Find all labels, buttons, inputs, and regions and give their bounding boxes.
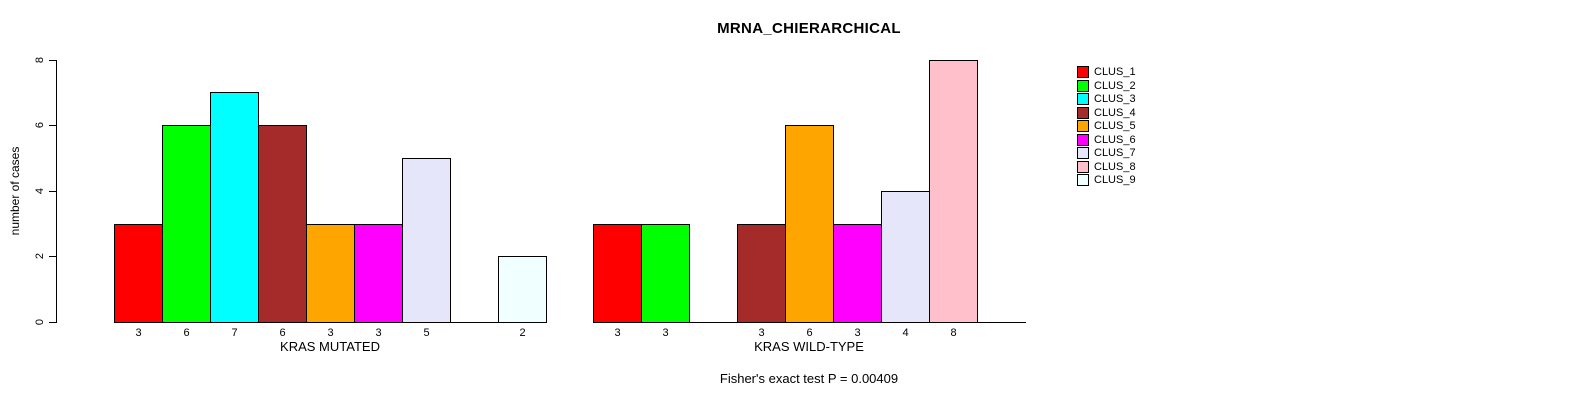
bar [114, 223, 163, 323]
legend-swatch [1077, 160, 1089, 173]
legend-item: CLUS_9 [1077, 174, 1136, 186]
legend-item: CLUS_8 [1077, 160, 1136, 173]
legend-label: CLUS_2 [1094, 79, 1136, 92]
bar-value-label: 3 [662, 327, 669, 339]
bar [306, 223, 355, 323]
legend-label: CLUS_3 [1094, 93, 1136, 105]
legend-item: CLUS_3 [1077, 93, 1136, 105]
group-label-kras-wild-type: KRAS WILD-TYPE [754, 339, 864, 354]
legend-item: CLUS_6 [1077, 133, 1136, 146]
bar [354, 223, 403, 323]
legend-label: CLUS_9 [1094, 174, 1136, 186]
bar-value-label: 6 [183, 327, 190, 339]
legend-label: CLUS_5 [1094, 120, 1136, 132]
legend-label: CLUS_7 [1094, 147, 1136, 159]
legend-swatch [1077, 147, 1089, 159]
bar [593, 223, 642, 323]
y-tick-mark [49, 190, 57, 192]
y-tick-label: 4 [34, 187, 46, 194]
legend-item: CLUS_2 [1077, 79, 1136, 92]
group-label-kras-mutated: KRAS MUTATED [280, 339, 380, 354]
legend-swatch [1077, 93, 1089, 105]
legend-swatch [1077, 120, 1089, 132]
legend-item: CLUS_7 [1077, 147, 1136, 159]
fisher-test-annotation: Fisher's exact test P = 0.00409 [719, 371, 899, 386]
y-axis-label: number of cases [8, 146, 22, 236]
y-tick-label: 8 [34, 56, 46, 63]
legend-label: CLUS_4 [1094, 106, 1136, 119]
bar-value-label: 3 [854, 327, 861, 339]
bar [929, 59, 978, 323]
legend-swatch [1077, 133, 1089, 146]
bar-value-label: 2 [519, 327, 526, 339]
y-tick-label: 6 [34, 122, 46, 129]
y-tick-label: 0 [34, 318, 46, 326]
bar [162, 125, 211, 323]
legend: CLUS_1 CLUS_2 CLUS_3 CLUS_4 CLUS_5 CLUS_6 CLUS… [1077, 66, 1136, 188]
bar [737, 223, 786, 323]
bar [210, 92, 259, 323]
y-tick-mark [49, 125, 57, 127]
bar [833, 223, 882, 323]
bar-value-label: 3 [614, 327, 621, 339]
bar-value-label: 4 [902, 327, 909, 339]
y-tick-label: 2 [34, 253, 46, 260]
bar [498, 256, 547, 323]
bar [402, 158, 451, 323]
bar-value-label: 8 [950, 327, 957, 339]
bar [258, 125, 307, 323]
bar-value-label: 3 [135, 327, 142, 339]
bar-value-label: 7 [231, 327, 238, 339]
legend-label: CLUS_8 [1094, 160, 1136, 173]
bar [785, 125, 834, 323]
legend-swatch [1077, 79, 1089, 92]
y-tick-mark [49, 322, 57, 323]
legend-label: CLUS_6 [1094, 133, 1136, 146]
bar-value-label: 6 [279, 327, 286, 339]
bar [881, 190, 930, 323]
legend-swatch [1077, 106, 1089, 119]
bar-value-label: 3 [758, 327, 765, 339]
y-tick-mark [49, 256, 57, 258]
bar-value-label: 5 [423, 327, 430, 339]
legend-swatch [1077, 66, 1089, 78]
bar-value-label: 3 [327, 327, 334, 339]
legend-swatch [1077, 174, 1089, 186]
chart-title: MRNA_CHIERARCHICAL [717, 20, 901, 37]
y-tick-mark [49, 59, 57, 61]
bar [641, 223, 690, 323]
bar-value-label: 3 [375, 327, 382, 339]
bar-value-label: 6 [806, 327, 813, 339]
legend-item: CLUS_5 [1077, 120, 1136, 132]
legend-item: CLUS_1 [1077, 66, 1136, 78]
legend-item: CLUS_4 [1077, 106, 1136, 119]
legend-label: CLUS_1 [1094, 66, 1136, 78]
